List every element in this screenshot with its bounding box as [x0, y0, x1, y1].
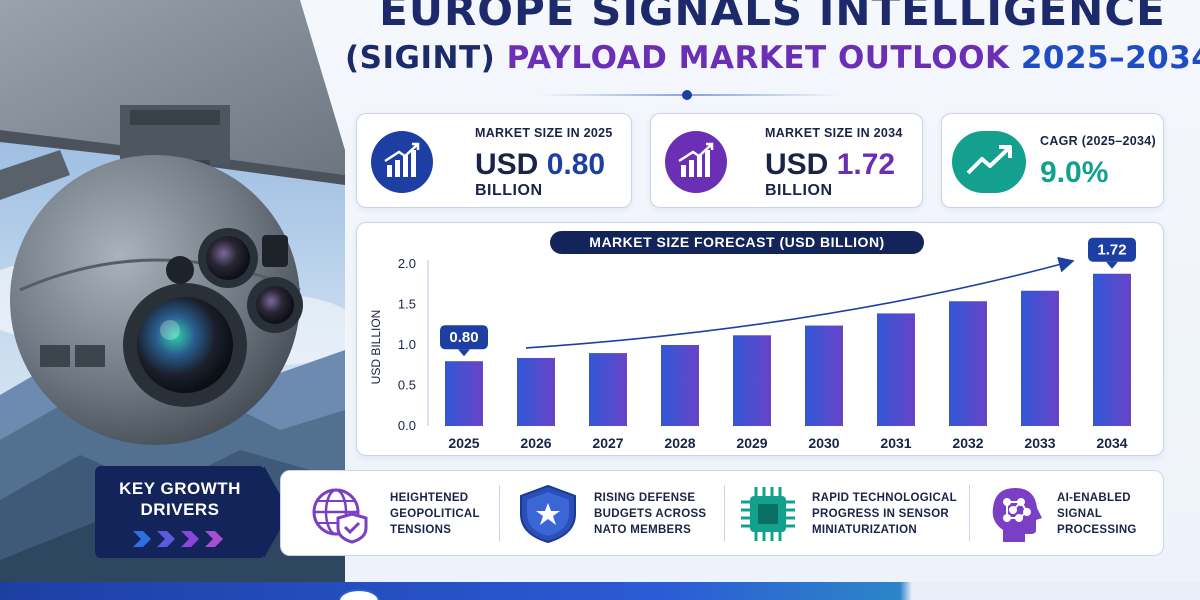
y-tick-label: 1.5 — [398, 297, 416, 312]
chart-title: MARKET SIZE FORECAST (USD BILLION) — [550, 231, 924, 254]
stat-unit: BILLION — [475, 182, 543, 199]
bar-2031 — [877, 313, 915, 426]
y-tick-label: 2.0 — [398, 256, 416, 271]
trend-arrow — [525, 256, 1075, 349]
stat-card-market-2025: MARKET SIZE IN 2025 USD 0.80 BILLION — [356, 113, 632, 208]
stat-card-cagr: CAGR (2025–2034) 9.0% — [941, 113, 1164, 208]
bar-2034 — [1093, 273, 1131, 426]
title-divider-dot — [682, 90, 692, 100]
y-axis-label: USD BILLION — [369, 310, 383, 385]
bar-2030 — [805, 325, 843, 426]
x-tick-label: 2033 — [1024, 435, 1055, 451]
globe-shield-icon — [312, 488, 368, 544]
x-tick-label: 2026 — [520, 435, 551, 451]
bar-chart: 0.0 0.5 1.0 1.5 2.0 2025 2026 2027 2028 2029 2030… — [369, 237, 1136, 451]
stat-card-market-2034: MARKET SIZE IN 2034 USD 1.72 BILLION — [650, 113, 923, 208]
driver-item-defense-budgets: RISING DEFENSE BUDGETS ACROSS NATO MEMBE… — [594, 492, 707, 536]
y-tick-label: 0.5 — [398, 378, 416, 393]
chevrons-icon — [133, 531, 223, 547]
ai-brain-icon — [992, 488, 1042, 542]
callout-box — [1088, 237, 1136, 262]
stat-unit: BILLION — [765, 182, 833, 199]
title-line-1: EUROPE SIGNALS INTELLIGENCE — [379, 0, 1166, 35]
x-tick-label: 2032 — [952, 435, 983, 451]
stat-label: MARKET SIZE IN 2034 — [765, 126, 903, 140]
x-tick-label: 2028 — [664, 435, 695, 451]
bar-2026 — [517, 357, 555, 426]
driver-item-ai-processing: AI-ENABLED SIGNAL PROCESSING — [1057, 492, 1137, 536]
x-tick-label: 2025 — [448, 435, 479, 451]
bar-2025 — [445, 361, 483, 426]
title-market-outlook: PAYLOAD MARKET OUTLOOK — [506, 40, 1010, 76]
stat-label: CAGR (2025–2034) — [1040, 134, 1156, 148]
x-tick-label: 2029 — [736, 435, 767, 451]
title-years: 2025–2034 — [1020, 40, 1200, 76]
callout-pointer — [1106, 261, 1118, 269]
callout-box — [440, 325, 488, 350]
drone-sensor-photo — [0, 0, 345, 600]
driver-divider — [969, 485, 970, 541]
bar-2027 — [589, 353, 627, 426]
star-shield-icon — [520, 484, 576, 544]
x-tick-label: 2027 — [592, 435, 623, 451]
x-tick-label: 2034 — [1096, 435, 1127, 451]
title-sigint: (SIGINT) — [345, 40, 496, 76]
driver-item-miniaturization: RAPID TECHNOLOGICAL PROGRESS IN SENSOR M… — [812, 492, 957, 536]
stat-label: MARKET SIZE IN 2025 — [475, 126, 613, 140]
callout-label: 1.72 — [1097, 242, 1126, 259]
stat-value: USD 1.72 — [765, 148, 896, 181]
callout-pointer — [458, 349, 470, 357]
stat-value: USD 0.80 — [475, 148, 606, 181]
driver-divider — [724, 485, 725, 541]
microchip-icon — [741, 487, 795, 541]
title-line-2: (SIGINT) PAYLOAD MARKET OUTLOOK 2025–203… — [345, 40, 1200, 76]
y-tick-label: 1.0 — [398, 337, 416, 352]
bar-2033 — [1021, 290, 1059, 426]
bar-growth-icon — [665, 131, 727, 193]
footer-band — [0, 582, 1200, 600]
driver-item-geopolitical: HEIGHTENED GEOPOLITICAL TENSIONS — [390, 492, 480, 536]
drivers-header-box — [95, 466, 265, 558]
bar-2032 — [949, 301, 987, 426]
bar-growth-icon — [371, 131, 433, 193]
x-tick-label: 2031 — [880, 435, 911, 451]
callout-label: 0.80 — [449, 329, 478, 346]
bar-2028 — [661, 345, 699, 426]
trend-up-icon — [952, 131, 1026, 193]
bar-2029 — [733, 335, 771, 426]
drivers-title: KEY GROWTH DRIVERS — [119, 479, 241, 519]
y-tick-label: 0.0 — [398, 418, 416, 433]
driver-divider — [499, 485, 500, 541]
stat-value: 9.0% — [1040, 156, 1109, 189]
x-tick-label: 2030 — [808, 435, 839, 451]
